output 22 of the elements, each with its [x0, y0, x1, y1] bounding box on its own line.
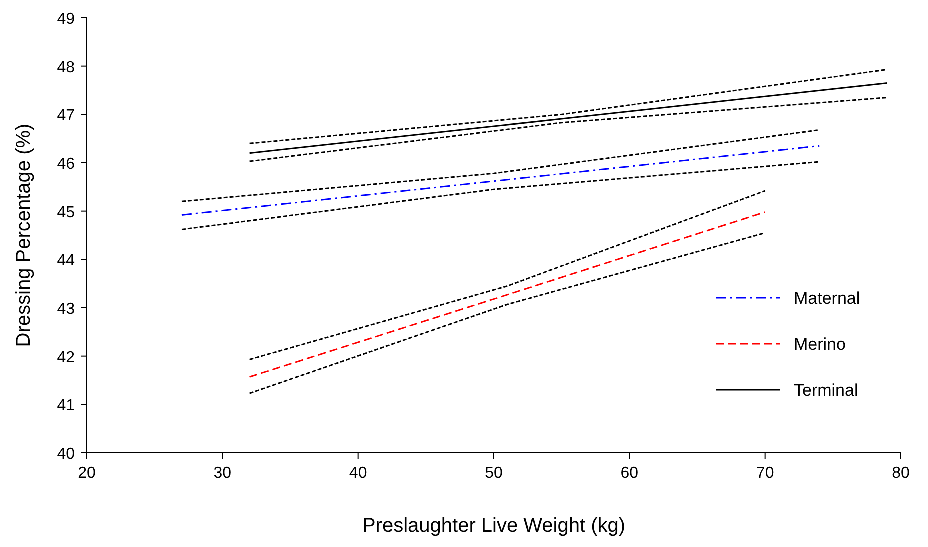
- x-tick-label: 20: [78, 465, 96, 482]
- legend-label: Merino: [794, 335, 846, 354]
- x-tick-label: 30: [214, 465, 232, 482]
- x-tick-label: 60: [620, 465, 639, 482]
- y-tick-label: 47: [57, 108, 76, 125]
- y-tick-label: 48: [57, 59, 76, 76]
- y-tick-label: 40: [57, 446, 76, 463]
- y-tick-label: 46: [57, 156, 76, 173]
- x-tick-label: 50: [485, 465, 503, 482]
- x-tick-label: 80: [892, 465, 910, 482]
- y-tick-label: 45: [57, 204, 76, 222]
- y-tick-label: 44: [57, 252, 76, 270]
- y-tick-label: 41: [57, 398, 76, 415]
- x-tick-label: 70: [756, 465, 774, 482]
- y-tick-label: 49: [57, 11, 76, 28]
- y-tick-label: 43: [57, 301, 76, 318]
- x-axis-title: Preslaughter Live Weight (kg): [362, 515, 626, 537]
- legend-label: Maternal: [794, 289, 860, 308]
- x-tick-label: 40: [349, 465, 368, 482]
- y-axis-title: Dressing Percentage (%): [13, 124, 35, 348]
- legend-label: Terminal: [794, 381, 858, 400]
- y-tick-label: 42: [57, 349, 76, 366]
